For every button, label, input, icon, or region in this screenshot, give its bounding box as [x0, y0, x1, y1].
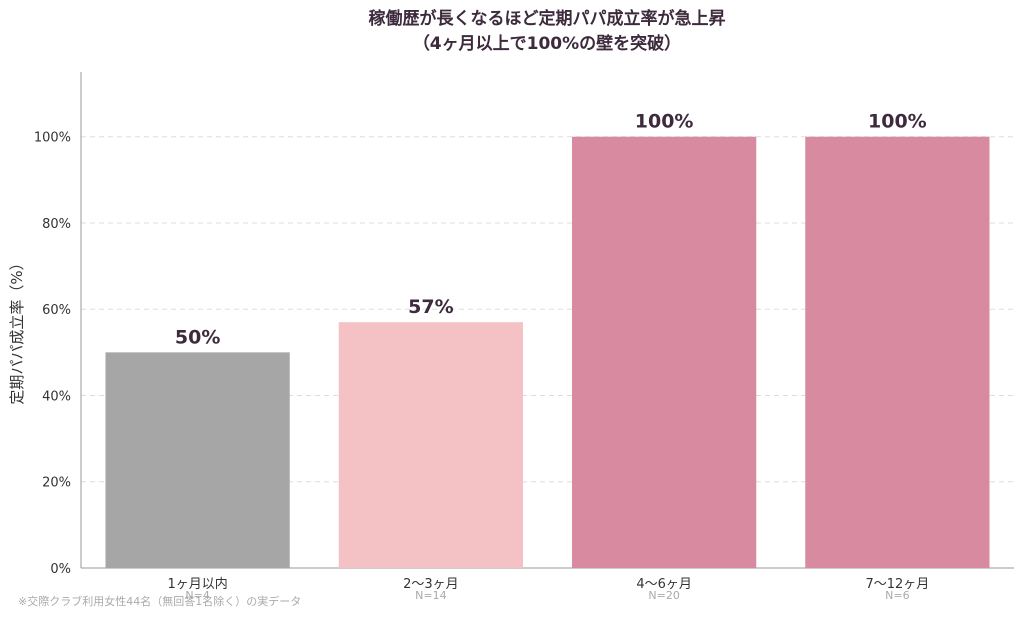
data-labels: 50% 57% 100% 100% — [175, 111, 927, 349]
x-tick-label: 4〜6ヶ月 — [636, 577, 692, 592]
bar-1 — [105, 352, 290, 568]
chart-title: 稼働歴が長くなるほど定期パパ成立率が急上昇 — [369, 8, 726, 29]
bar-3 — [571, 136, 757, 568]
sample-size-label: N=4 — [185, 589, 209, 602]
footnote: ※交際クラブ利用女性44名（無回答1名除く）の実データ — [18, 594, 301, 608]
bar-value-label: 100% — [635, 111, 694, 133]
x-tick-label: 7〜12ヶ月 — [865, 577, 929, 592]
bar-value-label: 50% — [175, 326, 220, 348]
bar-2 — [338, 322, 524, 568]
y-tick-label: 80% — [42, 217, 71, 232]
y-tick-label: 100% — [34, 131, 71, 146]
y-tick-label: 40% — [42, 389, 71, 404]
chart-subtitle: （4ヶ月以上で100%の壁を突破） — [413, 33, 681, 54]
x-tick-label: 1ヶ月以内 — [167, 576, 227, 592]
sample-size-label: N=20 — [648, 589, 679, 602]
y-tick-label: 60% — [42, 303, 71, 318]
y-tick-label: 0% — [50, 562, 71, 577]
bar-4 — [805, 136, 990, 568]
y-axis-label: 定期パパ成立率（%） — [8, 255, 26, 404]
sample-size-label: N=6 — [885, 589, 909, 602]
x-tick-label: 2〜3ヶ月 — [403, 577, 459, 592]
y-tick-label: 20% — [42, 476, 71, 491]
bar-value-label: 57% — [408, 296, 453, 318]
bar-value-label: 100% — [868, 111, 927, 133]
bars — [105, 136, 990, 568]
sample-size-label: N=14 — [415, 589, 446, 602]
